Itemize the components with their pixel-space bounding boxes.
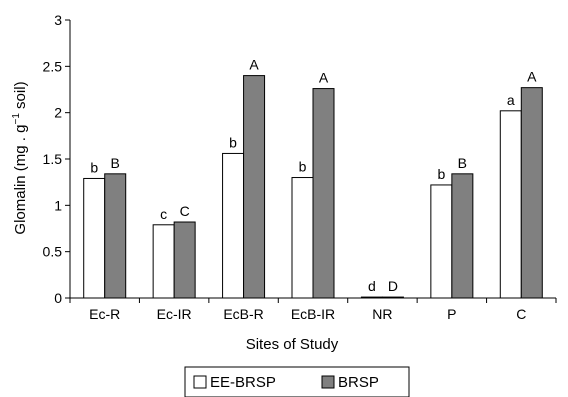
x-tick-label: Ec-R — [89, 306, 120, 322]
bar-label: A — [249, 57, 259, 73]
bar-brsp-ecb-r — [243, 75, 266, 299]
bar-brsp-p — [451, 173, 474, 299]
legend-swatch-ee-brsp — [193, 375, 207, 389]
x-tick-label: NR — [372, 306, 392, 322]
bar-brsp-ec-ir — [173, 221, 196, 299]
y-tick-label: 0.5 — [43, 244, 63, 260]
bar-label: b — [437, 166, 445, 182]
bar-label: C — [180, 203, 190, 219]
x-tick-label: C — [516, 306, 526, 322]
significance-labels: b c b b d b a B C A A D B A — [90, 57, 537, 294]
x-tick-label: Ec-IR — [157, 306, 192, 322]
bar-label: B — [458, 155, 467, 171]
bar-brsp-c — [520, 87, 543, 299]
x-axis-ticks: Ec-R Ec-IR EcB-R EcB-IR NR P C — [69, 298, 557, 322]
legend: EE-BRSP BRSP — [184, 366, 410, 397]
bar-ee-brsp-ec-ir — [152, 224, 175, 299]
y-axis-ticks: 0 0.5 1 1.5 2 2.5 3 — [43, 12, 70, 306]
legend-swatch-brsp — [321, 375, 335, 389]
bar-ee-brsp-ec-r — [83, 177, 106, 299]
bar-label: D — [388, 278, 398, 294]
y-axis-title: Glomalin (mg . g−1 soil) — [11, 81, 29, 234]
x-tick-label: EcB-R — [223, 306, 263, 322]
y-tick-label: 1.5 — [43, 151, 63, 167]
y-tick-label: 3 — [54, 12, 62, 28]
bar-ee-brsp-ecb-ir — [291, 177, 314, 299]
bar-label: d — [368, 278, 376, 294]
y-tick-label: 2.5 — [43, 58, 63, 74]
x-tick-label: P — [447, 306, 456, 322]
legend-label-brsp: BRSP — [338, 374, 379, 391]
y-tick-label: 0 — [54, 290, 62, 306]
bar-series — [83, 75, 543, 299]
y-tick-label: 2 — [54, 105, 62, 121]
y-tick-label: 1 — [54, 197, 62, 213]
bar-label: b — [299, 159, 307, 175]
bar-label: b — [229, 134, 237, 150]
bar-brsp-ecb-ir — [312, 88, 335, 299]
x-axis-title: Sites of Study — [246, 336, 339, 353]
bar-label: A — [527, 69, 537, 85]
x-tick-label: EcB-IR — [291, 306, 335, 322]
bar-label: B — [111, 155, 120, 171]
bar-ee-brsp-c — [499, 110, 522, 299]
legend-label-ee-brsp: EE-BRSP — [210, 374, 276, 391]
bar-ee-brsp-p — [430, 184, 453, 299]
bar-label: A — [319, 70, 329, 86]
bar-ee-brsp-ecb-r — [222, 152, 245, 299]
bar-label: b — [90, 159, 98, 175]
bar-label: c — [160, 206, 167, 222]
bar-label: a — [507, 92, 515, 108]
legend-box — [184, 366, 410, 397]
bar-brsp-ec-r — [104, 173, 127, 299]
